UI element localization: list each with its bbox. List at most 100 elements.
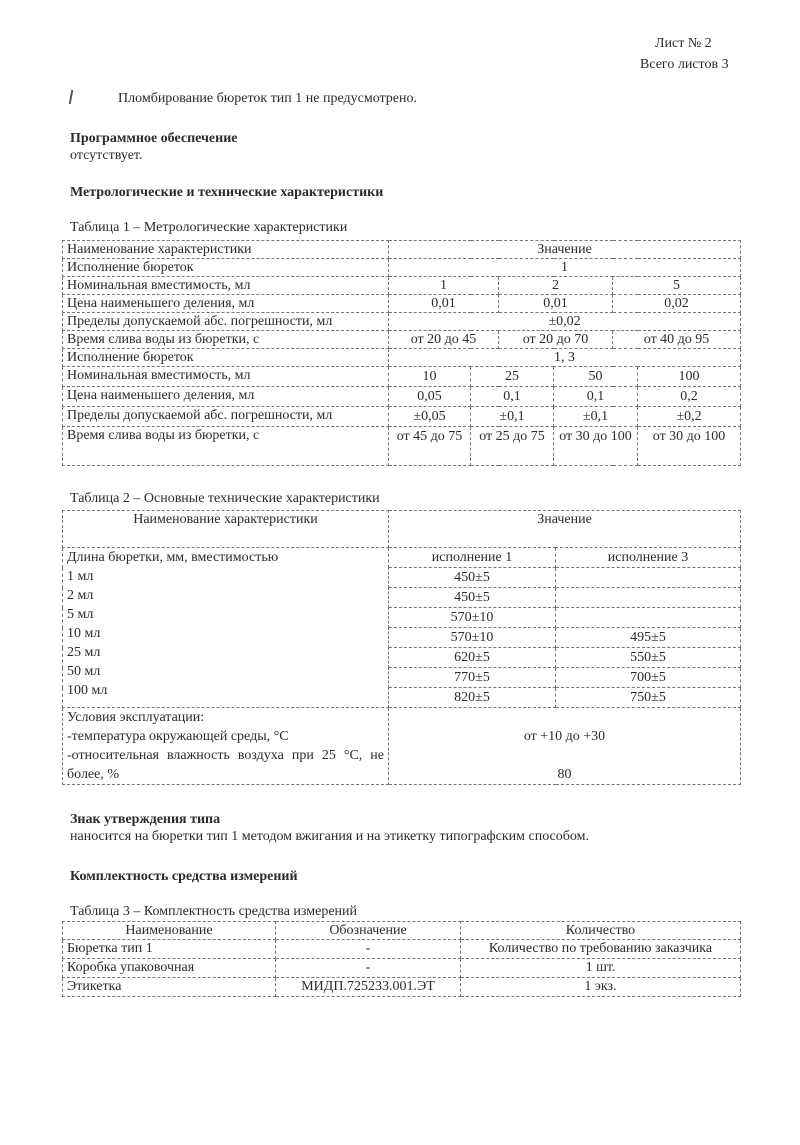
row-label: Исполнение бюреток [62,258,389,277]
metrological-table: Наименование характеристики Значение Испол… [62,240,742,466]
header-cell: Наименование характеристики [62,510,389,548]
table-row: Наименование характеристики Значение [62,510,741,548]
sheet-number: Лист № 2 [655,36,712,51]
table-cell: от 30 до 100 [553,426,638,466]
table-row: Цена наименьшего деления, мл 0,01 0,01 0,02 [62,294,742,313]
table-cell: 570±10 [388,627,556,648]
table-cell: от 20 до 45 [388,330,499,349]
table-cell: 1 экз. [460,977,741,997]
table-cell: Коробка упаковочная [62,958,276,978]
table2-caption: Таблица 2 – Основные технические характе… [70,491,380,506]
table-cell: от 30 до 100 [636,426,742,466]
table-cell: 50 [553,366,638,387]
table-cell [555,607,741,628]
table-row: Номинальная вместимость, мл 10 25 50 100 [62,366,742,387]
table-cell: Количество по требованию заказчика [460,939,741,959]
table-cell: Этикетка [62,977,276,997]
row-label: 50 мл [67,664,101,679]
table-cell: 1 [388,276,499,295]
scan-mark [68,90,80,104]
table-cell: 820±5 [388,687,556,708]
header-cell: Значение [388,510,741,548]
condition-label: -температура окружающей среды, °С [67,729,289,744]
row-label: Номинальная вместимость, мл [62,366,389,387]
header-cell: Наименование [62,921,276,940]
subheader-cell: исполнение 1 [388,547,556,568]
table-cell: 620±5 [388,647,556,668]
table-cell: от 40 до 95 [611,330,742,349]
conditions-values: от +10 до +30 80 [388,707,741,785]
table-cell: МИДП.725233.001.ЭТ [275,977,461,997]
row-label: 100 мл [67,683,108,698]
software-heading: Программное обеспечение [70,131,238,146]
row-label: Цена наименьшего деления, мл [62,294,389,313]
table-cell: 100 [636,366,742,387]
table-row: Этикетка МИДП.725233.001.ЭТ 1 экз. [62,977,741,997]
table-cell: Бюретка тип 1 [62,939,276,959]
row-label: 2 мл [67,588,94,603]
table3-caption: Таблица 3 – Комплектность средства измер… [70,904,358,919]
table-cell: 1 шт. [460,958,741,978]
technical-table: Наименование характеристики Значение Длина… [62,510,741,785]
table-cell: 2 [498,276,613,295]
row-label: Время слива воды из бюретки, с [62,330,389,349]
table-cell: 550±5 [555,647,741,668]
row-label: Пределы допускаемой абс. погрешности, мл [62,406,389,427]
table-row: 570±10 495±5 [63,627,741,648]
software-text: отсутствует. [70,148,143,163]
table-row: Пределы допускаемой абс. погрешности, мл… [62,406,742,427]
table-cell: 450±5 [388,567,556,588]
humidity-value: 80 [557,767,572,782]
row-label: 10 мл [67,626,101,641]
total-sheets: Всего листов 3 [640,57,729,72]
table-cell: - [275,939,461,959]
row-label: 1 мл [67,569,94,584]
table-cell: 450±5 [388,587,556,608]
table-row: Коробка упаковочная -1 шт. [62,958,741,978]
table1-caption: Таблица 1 – Метрологические характеристи… [70,220,348,235]
completeness-heading: Комплектность средства измерений [70,869,298,884]
row-label: 5 мл [67,607,94,622]
table-row: Исполнение бюреток 1, 3 [62,348,742,367]
table-cell: ±0,05 [388,406,471,427]
table-cell: 700±5 [555,667,741,688]
condition-label: -относительная влажность воздуха при 25 … [67,748,384,782]
table-row: Исполнение бюреток 1 [62,258,742,277]
header-cell: Количество [460,921,741,940]
table-row: Длина бюретки, мм, вместимостью 1 мл 2 мл 5… [62,547,741,708]
table-row: Время слива воды из бюретки, с от 45 до 7… [62,426,742,466]
table-row: Номинальная вместимость, мл 1 2 5 [62,276,742,295]
approval-heading: Знак утверждения типа [70,812,221,827]
condition-label: Условия эксплуатации: [67,710,205,725]
header-cell: Значение [387,240,742,259]
length-cell: Длина бюретки, мм, вместимостью 1 мл 2 мл 5… [62,547,389,708]
row-label: Номинальная вместимость, мл [62,276,389,295]
table-row: 770±5 700±5 [63,667,741,688]
table-cell: ±0,1 [470,406,554,427]
subheader-cell: исполнение 3 [555,547,741,568]
table-cell: ±0,2 [636,406,742,427]
table-row: Условия эксплуатации: -температура окружа… [62,707,741,785]
table-cell: 10 [388,366,471,387]
table-cell: от 45 до 75 [388,426,471,466]
table-cell: - [275,958,461,978]
row-label: Пределы допускаемой абс. погрешности, мл [62,312,389,331]
table-cell: 0,05 [388,386,471,407]
table-cell: 0,1 [553,386,638,407]
table-row: 820±5 750±5 [63,687,741,708]
table-cell: от 20 до 70 [498,330,613,349]
table-cell: 0,1 [470,386,554,407]
table-cell: 0,02 [611,294,742,313]
header-cell: Обозначение [275,921,461,940]
table-cell: 25 [470,366,554,387]
table-row: Цена наименьшего деления, мл 0,05 0,1 0,1 0,… [62,386,742,407]
table-row: Наименование характеристики Значение [62,240,742,259]
sealing-text: Пломбирование бюреток тип 1 не предусмот… [118,91,418,106]
table-cell: 770±5 [388,667,556,688]
table-cell: 0,2 [636,386,742,407]
row-label: Время слива воды из бюретки, с [62,426,389,466]
table-cell: от 25 до 75 [470,426,554,466]
table-cell: 5 [611,276,742,295]
table-cell [555,587,741,608]
